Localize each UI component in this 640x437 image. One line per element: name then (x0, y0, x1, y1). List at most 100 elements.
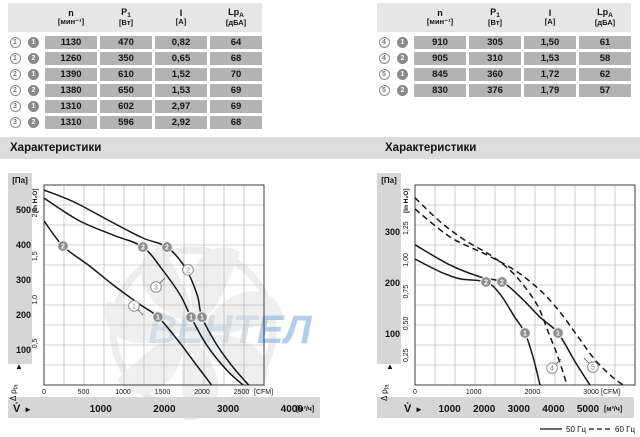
cfm-tick: 2500 (234, 389, 250, 396)
table-cell: 310 (469, 52, 521, 65)
curve-4 (414, 258, 541, 386)
curve-label-leader (137, 309, 144, 316)
table-cell: 57 (579, 84, 631, 97)
curve-id-badge-4 (546, 362, 558, 374)
operating-point-speed-1 (152, 311, 164, 323)
curve-label-leader (583, 357, 590, 364)
curve-id-badge-3 (150, 281, 162, 293)
inh2o-tick: 0,50 (403, 317, 410, 331)
operating-point-number: 2 (165, 245, 169, 252)
table-row: 3 1 1310 602 2,97 69 (8, 100, 262, 113)
fan-blade (202, 291, 284, 334)
curve-id-number: 2 (186, 267, 190, 274)
curve-3 (43, 197, 244, 386)
table-cell: 905 (414, 52, 466, 65)
pa-unit-label: [Па] (381, 176, 397, 185)
fan-watermark-icon (104, 244, 284, 420)
table-cell: 830 (414, 84, 466, 97)
m3h-unit-label: [м³/ч] (604, 406, 622, 413)
table-cell: 69 (210, 84, 262, 97)
column-name: LpA (228, 6, 244, 19)
model-id-badge: 4 (378, 37, 390, 48)
table-cell: 68 (210, 52, 262, 65)
column-name: P1 (121, 6, 131, 19)
pressure-axis-arrow-icon: ▲ (386, 362, 394, 371)
table-cell: 64 (210, 36, 262, 49)
table-cell: 2,92 (155, 116, 207, 129)
table-cell: 845 (414, 68, 466, 81)
curve-id-badge-5 (587, 361, 599, 373)
pa-unit-label: [Па] (12, 176, 28, 185)
operating-point-number: 2 (500, 279, 504, 286)
m3h-tick: 3000 (217, 404, 240, 415)
curve-1 (43, 220, 213, 386)
inh2o-tick: 1,00 (403, 253, 410, 267)
column-name: P1 (490, 6, 500, 19)
column-name-sub: A (608, 11, 613, 19)
curve-4-60hz (414, 197, 568, 386)
operating-point-number: 1 (189, 315, 193, 322)
table-cell: 2,97 (155, 100, 207, 113)
operating-point-number: 1 (523, 330, 527, 337)
operating-point-speed-2 (137, 241, 149, 253)
curve-5 (414, 244, 591, 386)
table-cell: 360 (469, 68, 521, 81)
column-name: LpA (597, 6, 613, 19)
curve-2 (43, 189, 250, 386)
pa-tick: 500 (16, 205, 31, 215)
performance-chart-right: [Па] 100 200 300 [In H₂O] 0,25 0,50 0,75 1,00 1,2… (377, 173, 636, 434)
pa-tick: 200 (385, 278, 400, 288)
inh2o-unit-label: [In H₂O] (32, 188, 39, 213)
fan-blade (201, 334, 268, 394)
table-cell: 69 (210, 100, 262, 113)
pa-tick: 200 (16, 310, 31, 320)
cfm-unit-label: [CFM] (601, 389, 620, 396)
model-id-badge: 4 (378, 53, 390, 64)
legend-label: 60 Гц (615, 425, 635, 434)
table-cell: 1,72 (524, 68, 576, 81)
table-cell: 602 (100, 100, 152, 113)
operating-point-number: 2 (141, 245, 145, 252)
speed-id-badge: 2 (28, 53, 39, 64)
inh2o-unit-label: [In H₂O] (403, 188, 410, 213)
fan-blade (190, 247, 241, 321)
column-unit: [А] (175, 17, 187, 27)
flow-axis-arrow-icon: ► (415, 405, 423, 414)
model-id-badge: 1 (9, 53, 21, 64)
m3h-tick: 5000 (577, 404, 600, 415)
table-cell: 1130 (45, 36, 97, 49)
cfm-tick: 2000 (194, 389, 210, 396)
table-cell: 61 (579, 36, 631, 49)
inh2o-tick: 0,75 (403, 285, 410, 299)
speed-id-badge: 1 (397, 37, 408, 48)
plot-border (414, 184, 636, 386)
table-cell: 1,50 (524, 36, 576, 49)
table-cell: 0,65 (155, 52, 207, 65)
column-name: I (548, 7, 552, 18)
column-unit: [дБА] (594, 18, 616, 28)
table-cell: 470 (100, 36, 152, 49)
fan-hub (179, 316, 207, 344)
watermark-text-light: ВЕНТ (148, 308, 257, 352)
table-cell: 1310 (45, 100, 97, 113)
operating-point-speed-2 (161, 241, 173, 253)
model-id-badge: 3 (9, 117, 21, 128)
column-header: P1 [Вт] (100, 6, 152, 28)
operating-point-speed-2 (57, 240, 69, 252)
table-cell: 1,53 (524, 52, 576, 65)
inh2o-tick: 0,5 (32, 338, 39, 348)
column-header: I [А] (155, 8, 207, 27)
speed-id-badge: 2 (28, 117, 39, 128)
table-row: 4 1 910 305 1,50 61 (377, 36, 631, 49)
table-cell: 910 (414, 36, 466, 49)
fan-blade (104, 301, 184, 343)
table-cell: 1380 (45, 84, 97, 97)
operating-point-number: 2 (61, 244, 65, 251)
spec-table-left: n [мин⁻¹] P1 [Вт] I [А] LpA [дБА] 1 1 1130 470 0,82 6… (8, 3, 262, 132)
pa-axis-strip (8, 173, 32, 364)
cfm-tick: 0 (42, 389, 46, 396)
table-cell: 1310 (45, 116, 97, 129)
table-cell: 610 (100, 68, 152, 81)
